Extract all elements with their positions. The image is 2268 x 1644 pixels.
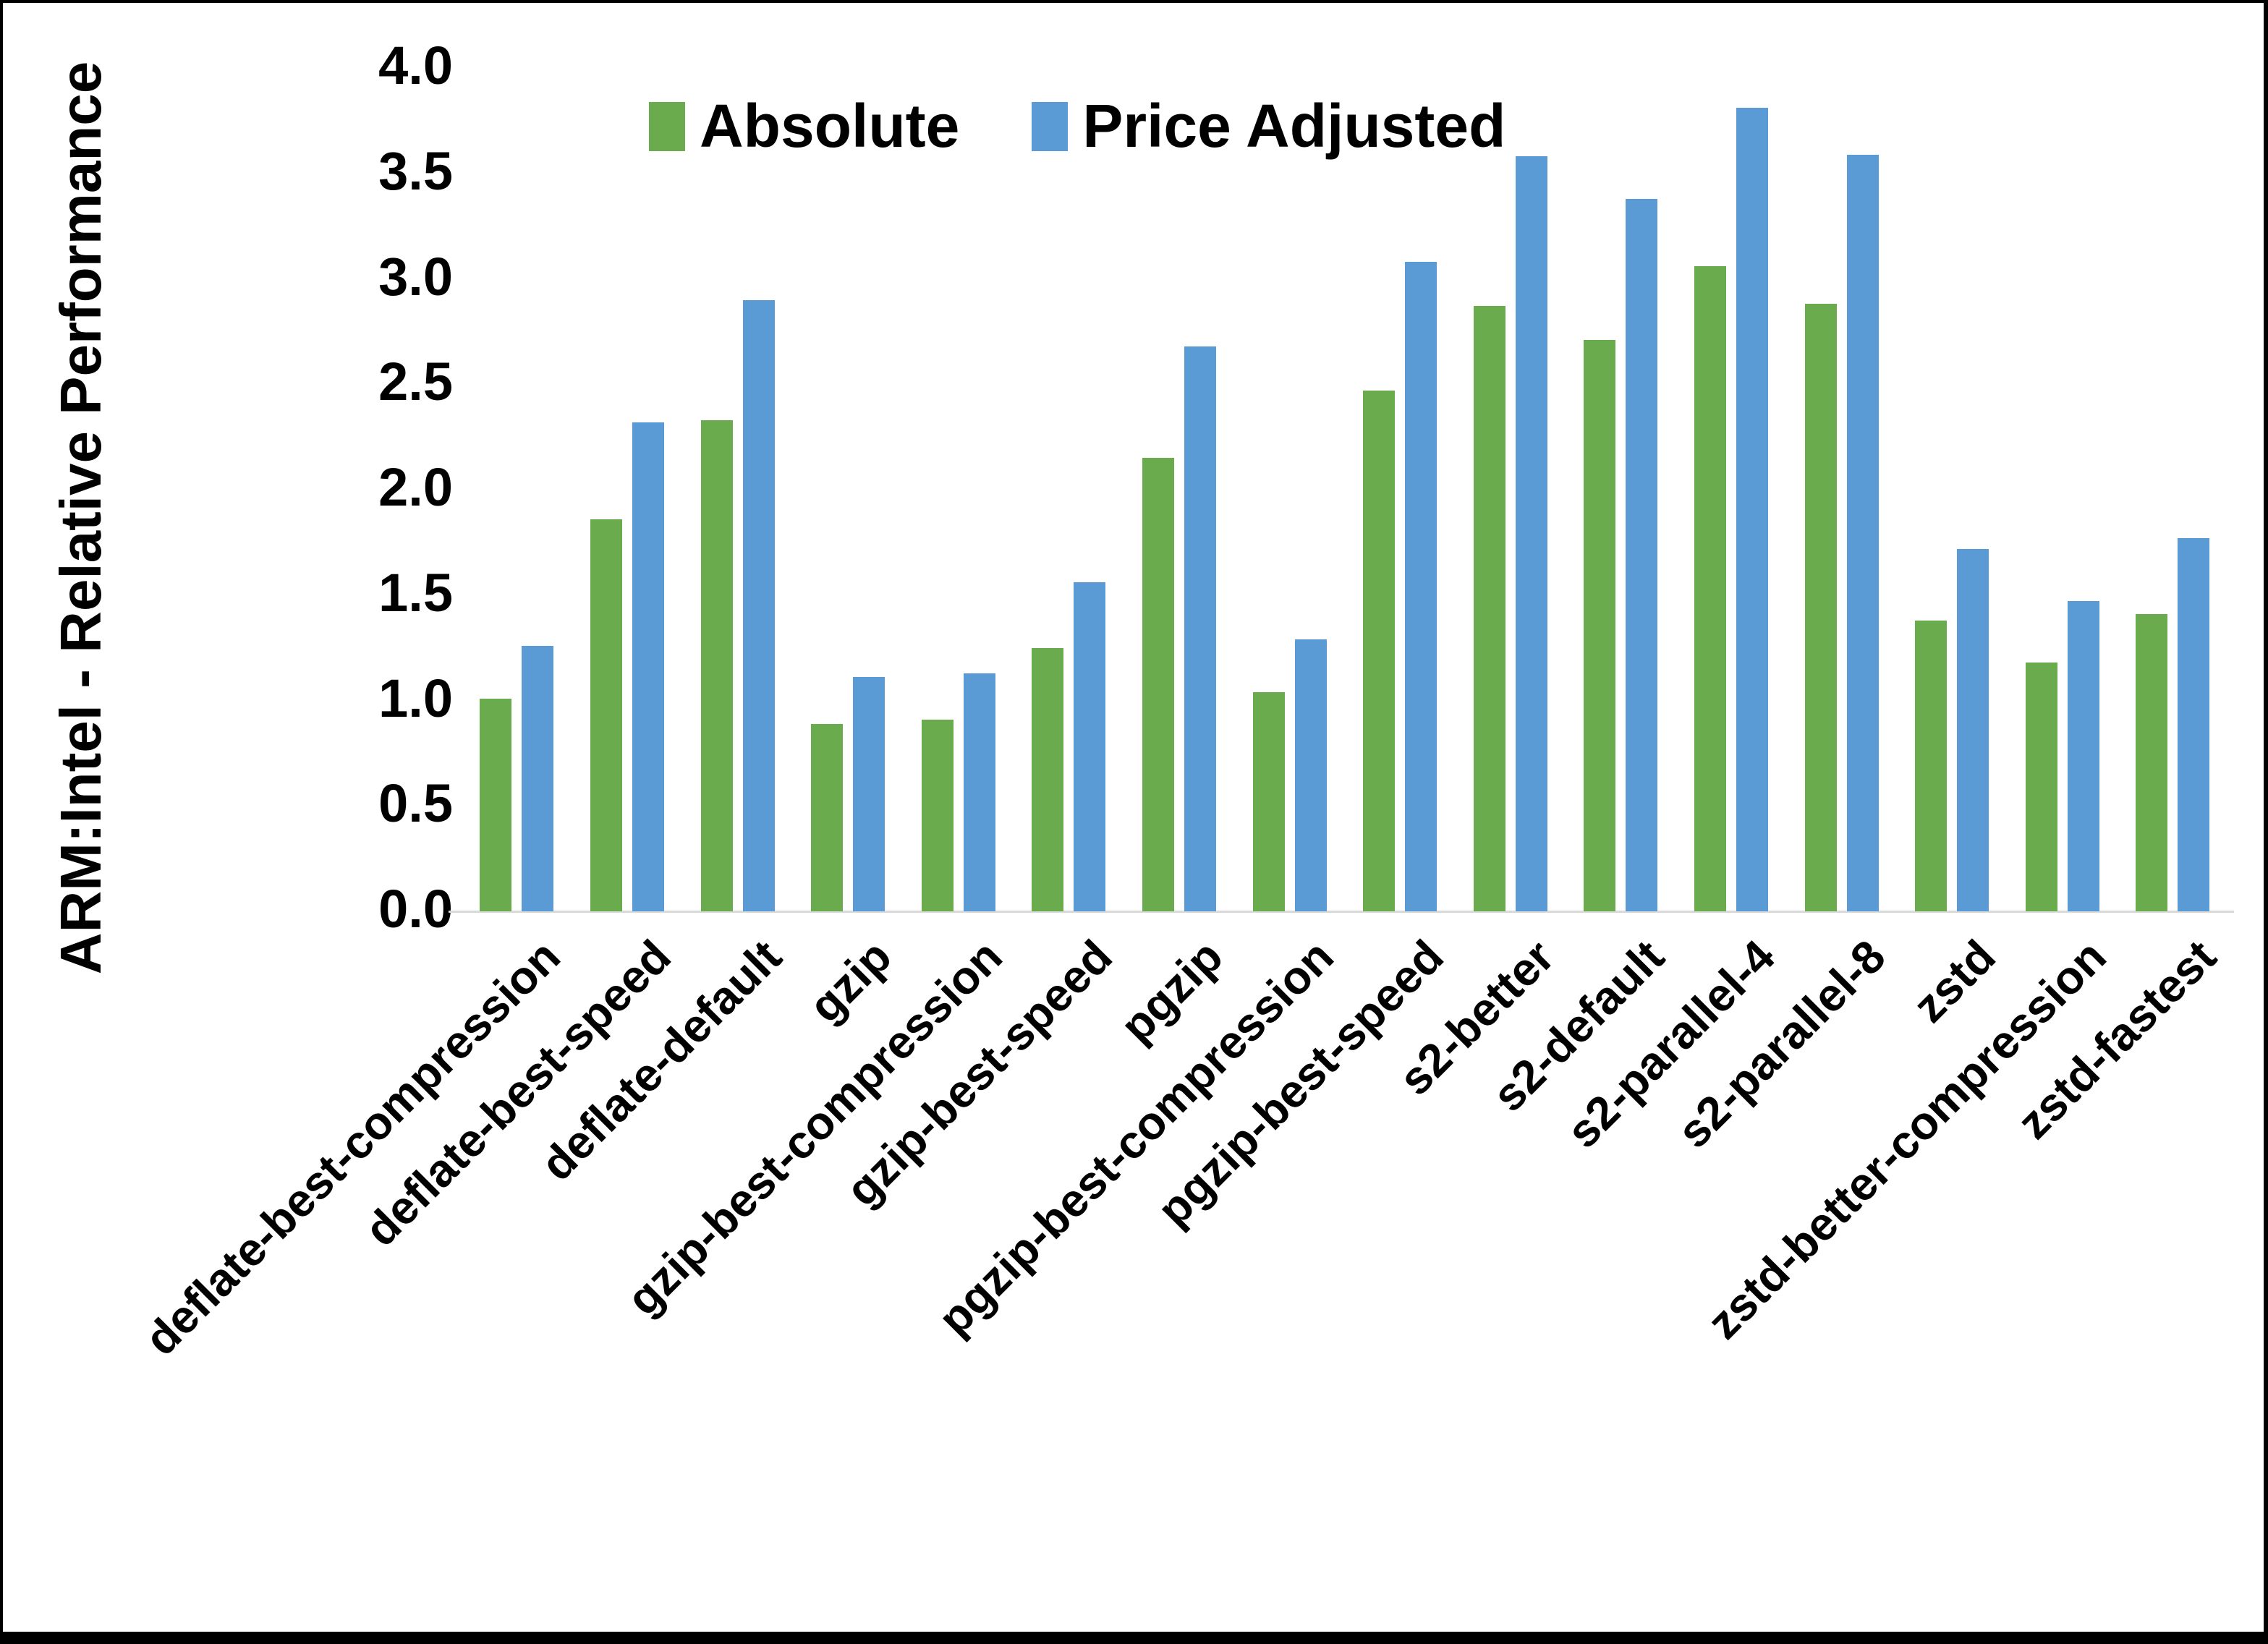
bar-absolute-zstd-better-compression xyxy=(2025,663,2057,911)
bar-absolute-s2-parallel-4 xyxy=(1694,266,1726,911)
y-tick-label-2.0: 2.0 xyxy=(378,457,453,518)
bar-absolute-pgzip-best-compression xyxy=(1252,691,1285,911)
y-tick-label-3.0: 3.0 xyxy=(378,246,453,307)
bar-price-adjusted-zstd xyxy=(1957,548,1989,911)
bar-absolute-deflate-best-compression xyxy=(480,698,512,911)
y-tick-label-0.0: 0.0 xyxy=(378,879,453,940)
bar-price-adjusted-pgzip-best-compression xyxy=(1294,639,1327,911)
bar-absolute-s2-default xyxy=(1584,340,1616,911)
bar-price-adjusted-s2-parallel-8 xyxy=(1846,154,1879,911)
bar-price-adjusted-deflate-default xyxy=(742,299,775,911)
y-tick-label-2.5: 2.5 xyxy=(378,352,453,412)
bar-absolute-gzip-best-compression xyxy=(921,719,954,911)
bar-absolute-pgzip-best-speed xyxy=(1363,390,1396,911)
bar-absolute-deflate-best-speed xyxy=(590,519,622,911)
legend-entry-price-adjusted: Price Adjusted xyxy=(1032,91,1505,161)
legend-swatch-price-adjusted-icon xyxy=(1032,101,1069,151)
bar-absolute-zstd xyxy=(1915,620,1948,911)
x-axis-line xyxy=(449,911,2234,913)
bar-price-adjusted-deflate-best-speed xyxy=(632,422,664,911)
bar-absolute-gzip xyxy=(811,723,844,911)
y-tick-label-0.5: 0.5 xyxy=(378,773,453,834)
legend: Absolute Price Adjusted xyxy=(649,91,1505,161)
bar-price-adjusted-s2-better xyxy=(1515,156,1547,911)
bar-price-adjusted-deflate-best-compression xyxy=(522,645,554,911)
plot-area: 0.0 0.5 1.0 1.5 2.0 2.5 3.0 3.5 4.0 deflate-best-… xyxy=(3,3,2264,1632)
bar-absolute-zstd-fastest xyxy=(2136,613,2168,911)
y-tick-label-1.5: 1.5 xyxy=(378,562,453,623)
bar-price-adjusted-gzip xyxy=(853,677,885,911)
legend-label-price-adjusted: Price Adjusted xyxy=(1082,92,1506,160)
bar-price-adjusted-s2-default xyxy=(1626,198,1658,911)
chart-canvas: ARM:Intel - Relative Performance Absolut… xyxy=(3,3,2264,1632)
y-tick-label-3.5: 3.5 xyxy=(378,140,453,201)
bar-price-adjusted-gzip-best-speed xyxy=(1074,582,1106,911)
legend-label-absolute: Absolute xyxy=(700,92,960,160)
bar-absolute-deflate-default xyxy=(700,419,733,911)
bar-price-adjusted-zstd-fastest xyxy=(2178,538,2210,911)
bar-absolute-s2-parallel-8 xyxy=(1804,304,1837,911)
bar-price-adjusted-gzip-best-compression xyxy=(963,673,995,911)
bar-absolute-pgzip xyxy=(1142,458,1174,911)
bar-absolute-s2-better xyxy=(1473,306,1505,911)
legend-swatch-absolute-icon xyxy=(649,101,685,151)
bar-price-adjusted-zstd-better-compression xyxy=(2067,601,2099,911)
y-tick-label-4.0: 4.0 xyxy=(378,35,453,96)
bar-price-adjusted-pgzip-best-speed xyxy=(1405,262,1437,911)
y-tick-label-1.0: 1.0 xyxy=(378,668,453,728)
bar-absolute-gzip-best-speed xyxy=(1032,647,1064,911)
legend-entry-absolute: Absolute xyxy=(649,91,959,161)
bar-price-adjusted-pgzip xyxy=(1184,346,1216,911)
bar-price-adjusted-s2-parallel-4 xyxy=(1736,108,1768,911)
